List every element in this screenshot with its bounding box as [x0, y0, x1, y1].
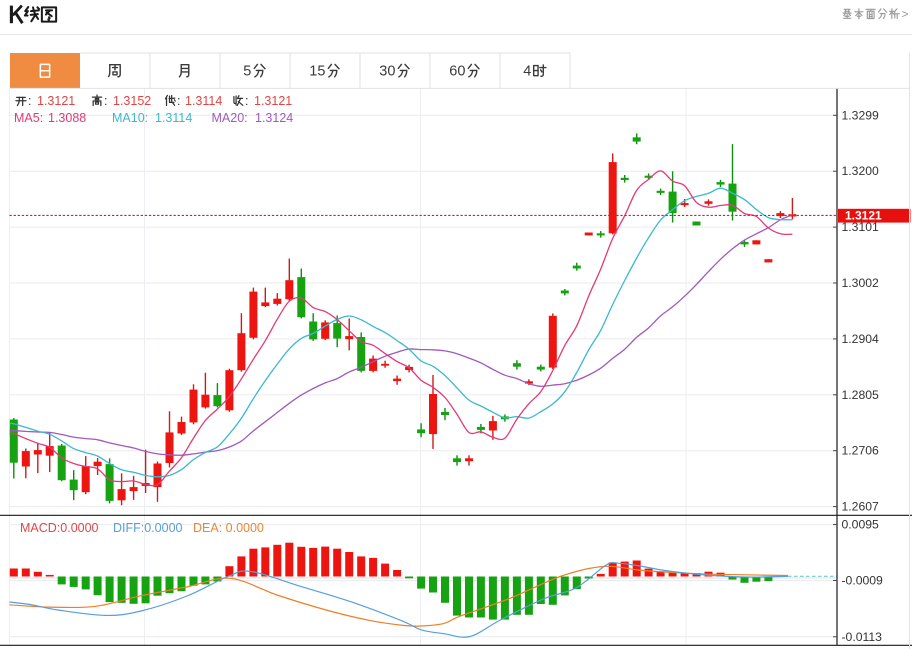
svg-text:1.3299: 1.3299	[842, 108, 879, 122]
svg-text:1.3101: 1.3101	[842, 220, 879, 234]
svg-text:60: 60	[449, 64, 465, 80]
svg-text:1.3152: 1.3152	[113, 94, 151, 108]
svg-text:1.3124: 1.3124	[255, 111, 293, 125]
svg-text:15: 15	[309, 64, 325, 80]
svg-text::: :	[245, 94, 248, 108]
svg-text::: :	[28, 94, 31, 108]
svg-text:4: 4	[523, 64, 531, 80]
svg-text:MACD:0.0000: MACD:0.0000	[20, 521, 99, 535]
svg-text:DIFF:0.0000: DIFF:0.0000	[113, 521, 183, 535]
svg-text:1.3121: 1.3121	[37, 94, 75, 108]
svg-text:MA10:: MA10:	[112, 111, 148, 125]
svg-text:1.2706: 1.2706	[842, 444, 879, 458]
svg-text:-0.0009: -0.0009	[842, 574, 884, 588]
svg-text:MA5:: MA5:	[14, 111, 43, 125]
svg-text:1.3121: 1.3121	[254, 94, 292, 108]
svg-text:30: 30	[379, 64, 395, 80]
svg-text:MA20:: MA20:	[212, 111, 248, 125]
svg-text:1.3121: 1.3121	[845, 209, 882, 223]
svg-text:0.0095: 0.0095	[842, 518, 879, 532]
svg-text:1.3114: 1.3114	[155, 111, 192, 125]
svg-text::: :	[104, 94, 107, 108]
svg-text::: :	[177, 94, 180, 108]
svg-text:5: 5	[243, 64, 251, 80]
svg-text:DEA: 0.0000: DEA: 0.0000	[193, 521, 264, 535]
svg-text:>: >	[902, 7, 909, 21]
svg-text:1.2607: 1.2607	[842, 500, 879, 514]
svg-text:1.3200: 1.3200	[842, 164, 879, 178]
svg-text:1.3114: 1.3114	[185, 94, 222, 108]
svg-text:1.3088: 1.3088	[48, 111, 86, 125]
svg-text:1.2904: 1.2904	[842, 332, 879, 346]
svg-text:-0.0113: -0.0113	[842, 630, 883, 644]
svg-text:1.3002: 1.3002	[842, 276, 879, 290]
svg-text:1.2805: 1.2805	[842, 388, 879, 402]
